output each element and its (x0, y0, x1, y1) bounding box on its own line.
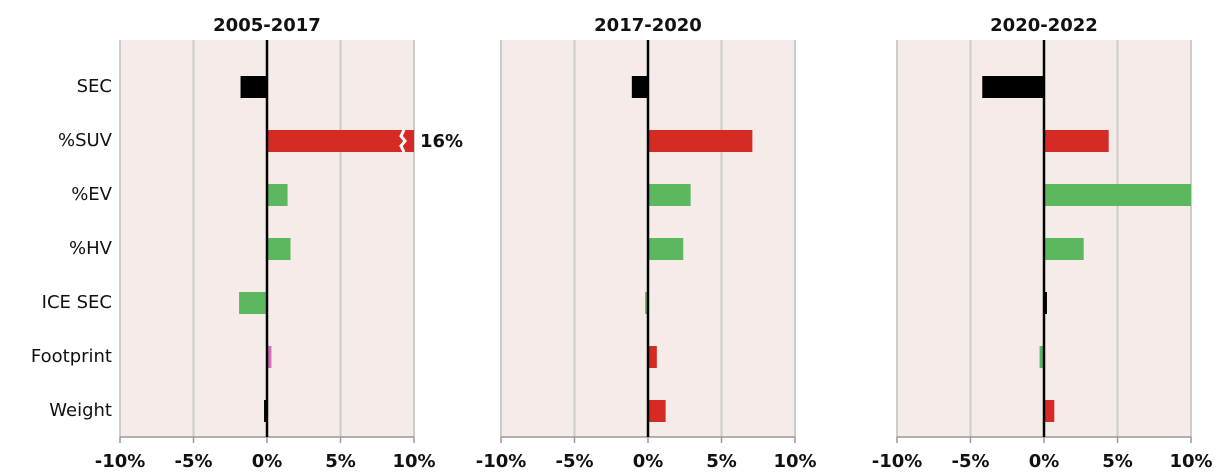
x-tick-label: 10% (1169, 451, 1212, 472)
x-tick-label: 10% (773, 451, 816, 472)
value-label: 16% (420, 131, 463, 152)
x-tick-label: 0% (1029, 451, 1060, 472)
panel-title: 2017-2020 (594, 15, 702, 36)
panel-title: 2020-2022 (990, 15, 1098, 36)
bar (1044, 130, 1109, 152)
category-label: Weight (49, 400, 112, 421)
category-label: SEC (77, 76, 112, 97)
category-label: %EV (71, 184, 112, 205)
bar (982, 76, 1044, 98)
bar (1039, 346, 1044, 368)
bar (648, 130, 753, 152)
x-tick-label: -5% (555, 451, 593, 472)
bar (1044, 238, 1084, 260)
bar (648, 184, 691, 206)
x-tick-label: 5% (1102, 451, 1133, 472)
x-tick-label: -10% (476, 451, 527, 472)
bar (648, 238, 684, 260)
bar (264, 400, 267, 422)
bar (267, 346, 272, 368)
panel-title: 2005-2017 (213, 15, 321, 36)
x-tick-label: 5% (325, 451, 356, 472)
category-label: ICE SEC (42, 292, 112, 313)
bar (239, 292, 267, 314)
x-tick-label: 10% (392, 451, 435, 472)
bar (1044, 292, 1047, 314)
bar (267, 238, 291, 260)
category-label: %HV (69, 238, 113, 259)
bar (240, 76, 267, 98)
bar (648, 400, 666, 422)
x-tick-label: 5% (706, 451, 737, 472)
bar (267, 130, 414, 152)
axis-break (399, 129, 407, 153)
x-tick-label: -10% (872, 451, 923, 472)
bar (631, 76, 648, 98)
bar (1044, 184, 1191, 206)
bar (267, 184, 288, 206)
category-label: %SUV (58, 130, 113, 151)
x-tick-label: -10% (95, 451, 146, 472)
x-tick-label: -5% (174, 451, 212, 472)
x-tick-label: 0% (633, 451, 664, 472)
x-tick-label: -5% (951, 451, 989, 472)
bar (645, 292, 648, 314)
category-label: Footprint (31, 346, 112, 367)
bar (1044, 400, 1055, 422)
bar (648, 346, 657, 368)
x-tick-label: 0% (252, 451, 283, 472)
